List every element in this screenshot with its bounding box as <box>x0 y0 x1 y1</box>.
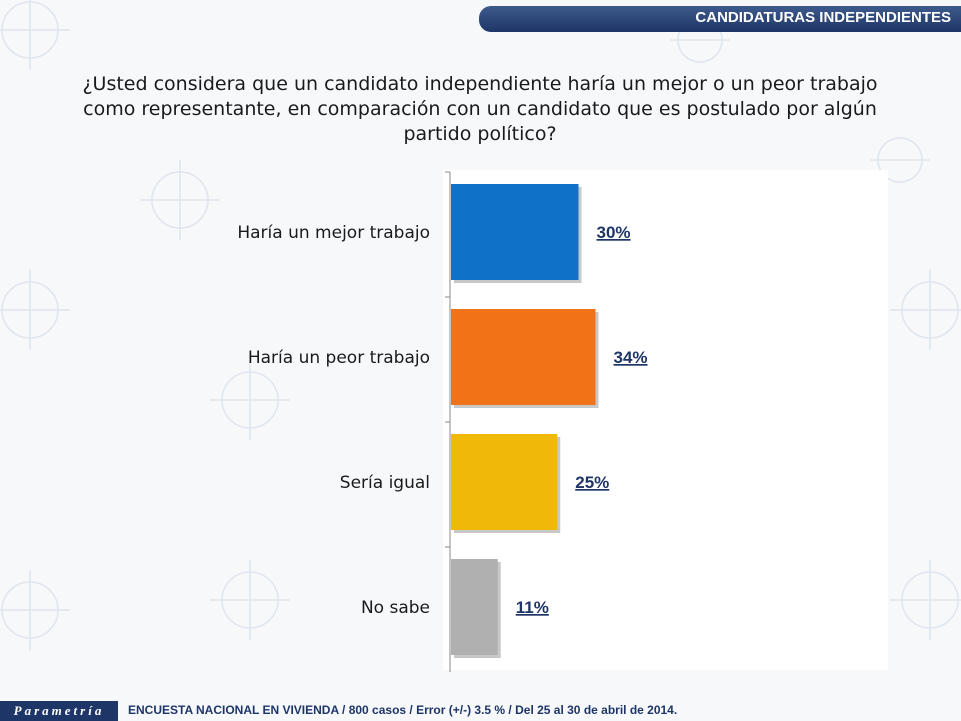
survey-question: ¿Usted considera que un candidato indepe… <box>82 73 878 145</box>
category-label: Haría un mejor trabajo <box>237 223 430 243</box>
bar-1 <box>451 309 596 405</box>
parametria-logo: Parametría <box>0 701 118 721</box>
value-label: 30% <box>597 223 631 242</box>
value-label: 11% <box>516 598 549 617</box>
value-label: 25% <box>575 473 609 492</box>
survey-source-note: ENCUESTA NACIONAL EN VIVIENDA / 800 caso… <box>128 703 678 717</box>
category-label: Haría un peor trabajo <box>248 348 430 368</box>
bar-3 <box>451 559 498 655</box>
bar-0 <box>451 184 579 280</box>
header-title: CANDIDATURAS INDEPENDIENTES <box>695 9 951 26</box>
bar-2 <box>451 434 558 530</box>
category-label: Sería igual <box>340 473 430 493</box>
category-label: No sabe <box>361 598 430 618</box>
value-label: 34% <box>614 348 648 367</box>
header-bar: CANDIDATURAS INDEPENDIENTES <box>479 6 961 32</box>
